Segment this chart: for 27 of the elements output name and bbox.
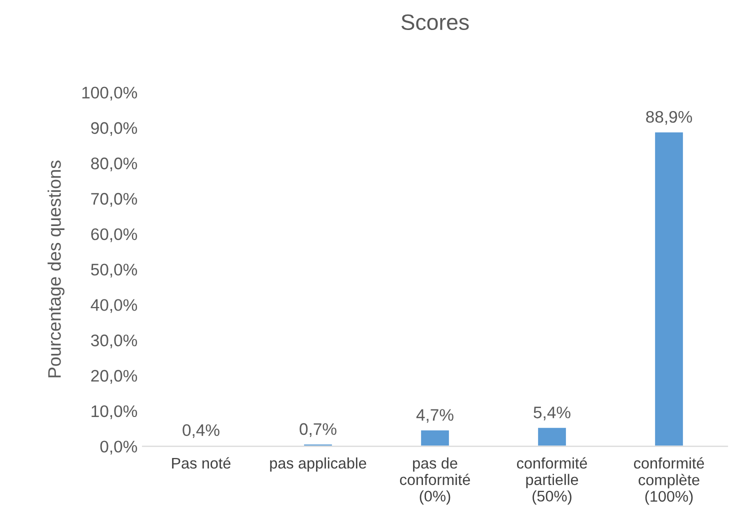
data-label: 88,9%: [646, 110, 692, 125]
bar: [302, 443, 334, 446]
y-axis-title: Pourcentage des questions: [48, 160, 64, 378]
x-tick-label: pas de conformité (0%): [400, 457, 470, 505]
x-tick-label: Pas noté: [172, 457, 230, 469]
y-tick-label: 80,0%: [91, 158, 138, 172]
y-tick-label: 90,0%: [91, 122, 138, 136]
x-tick-label: conformité complète (100%): [634, 457, 704, 505]
y-tick-label: 50,0%: [91, 264, 138, 278]
y-tick-label: 40,0%: [90, 299, 138, 313]
bar: [536, 426, 568, 446]
x-tick-label: pas applicable: [270, 457, 366, 472]
y-tick-label: 100,0%: [82, 86, 138, 101]
y-tick-label: 10,0%: [92, 405, 138, 420]
bar: [420, 428, 450, 446]
data-label: 4,7%: [416, 409, 454, 423]
bar: [654, 130, 684, 446]
data-label: 0,4%: [182, 424, 220, 438]
y-tick-label: 20,0%: [91, 370, 138, 384]
y-tick-label: 30,0%: [91, 334, 138, 348]
chart-title: Scores: [401, 14, 469, 30]
data-label: 0,7%: [300, 423, 336, 437]
x-tick-label: conformité partielle (50%): [516, 457, 587, 505]
data-label: 5,4%: [534, 406, 570, 420]
y-tick-label: 60,0%: [91, 228, 138, 242]
y-tick-label: 70,0%: [91, 192, 138, 207]
y-tick-label: 0,0%: [100, 440, 138, 454]
